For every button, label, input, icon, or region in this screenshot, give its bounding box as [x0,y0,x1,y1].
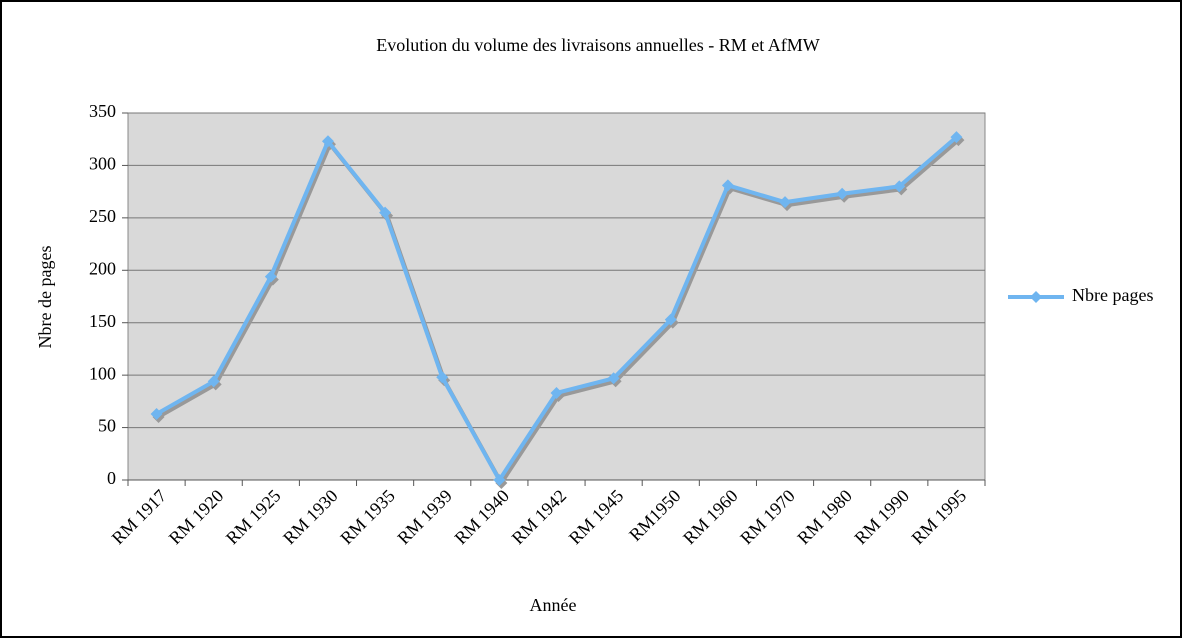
x-axis-label: Année [530,595,577,615]
y-tick-label: 250 [89,206,116,226]
marker [264,270,277,283]
y-tick-label: 300 [89,154,116,174]
marker [664,313,677,326]
marker [721,179,734,192]
marker [436,371,449,384]
marker [893,180,906,193]
marker [779,196,792,209]
marker [607,372,620,385]
plot-area [127,112,986,481]
y-tick-label: 0 [107,468,116,488]
marker [493,474,506,486]
series [150,131,963,486]
marker [207,375,220,388]
marker [550,386,563,399]
marker [950,131,963,144]
chart-title: Evolution du volume des livraisons annue… [376,35,819,55]
legend-label: Nbre pages [1072,285,1153,305]
y-tick-label: 150 [89,311,116,331]
marker [379,206,392,219]
y-tick-label: 50 [98,416,116,436]
y-tick-label: 100 [89,363,116,383]
legend-marker [1030,291,1042,303]
marker [321,135,334,148]
y-tick-label: 200 [89,258,116,278]
y-axis-label: Nbre de pages [35,246,55,349]
y-tick-label: 350 [89,101,116,121]
marker [836,187,849,200]
marker [150,407,163,420]
